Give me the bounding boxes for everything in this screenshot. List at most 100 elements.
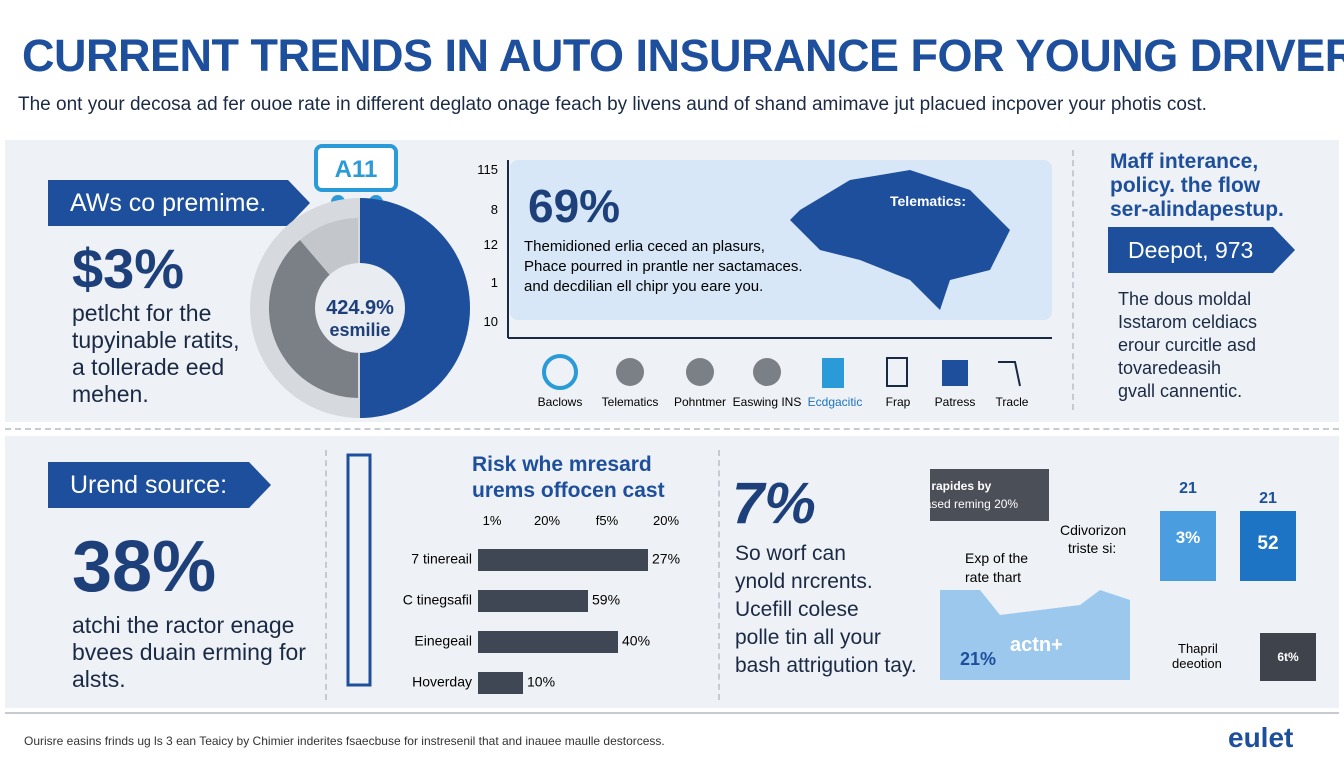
- center-value: 424.9%: [326, 297, 394, 319]
- row-label: C tinegsafil: [403, 592, 472, 608]
- bar-value: 52: [1257, 533, 1278, 554]
- line: erour curcitle asd: [1118, 335, 1257, 355]
- icon-label: Telematics: [602, 395, 659, 409]
- tick: 10: [484, 314, 498, 329]
- map: [790, 170, 1010, 310]
- label: Cdivorizon: [1060, 522, 1126, 538]
- divider: [5, 712, 1339, 714]
- divider: [5, 428, 1339, 430]
- tick: 12: [484, 237, 498, 252]
- line: tupyinable ratits,: [72, 327, 240, 353]
- icon: [686, 358, 714, 386]
- footnote: Ourisre easins frinds ug ls 3 ean Teaicy…: [24, 734, 665, 748]
- bar-value: 3%: [1176, 528, 1201, 547]
- row-label: 7 tinereail: [411, 551, 472, 567]
- icon-label: Ecdgacitic: [808, 395, 863, 409]
- icons: [542, 354, 1021, 390]
- tick: 115: [477, 162, 498, 177]
- title: urems offocen cast: [472, 479, 665, 502]
- icon-label: Pohntmer: [674, 395, 726, 409]
- line: alsts.: [72, 666, 126, 692]
- line: polle tin all your: [735, 626, 881, 649]
- icon-label: Frap: [886, 395, 911, 409]
- line: ynold nrcrents.: [735, 570, 873, 593]
- action: actn+: [1010, 634, 1063, 656]
- icon: [542, 354, 578, 390]
- line: atchi the ractor enage: [72, 612, 295, 638]
- line: Maff interance,: [1110, 150, 1259, 173]
- callout: lialoeg based reming 20%: [930, 497, 1018, 511]
- line: bash attrigution tay.: [735, 654, 917, 677]
- icon: [616, 358, 644, 386]
- icon-label: Patress: [935, 395, 976, 409]
- icon: [942, 360, 968, 386]
- stat: $3%: [72, 237, 185, 300]
- telematics-chart: 115 8 12 1 10 69% Themidioned erlia cece…: [477, 160, 1052, 409]
- stat: 38%: [72, 527, 217, 607]
- stat: 7%: [732, 471, 816, 536]
- line: The dous moldal: [1118, 289, 1252, 309]
- donut: A11 424.9% esmilie: [250, 144, 470, 418]
- divider: [325, 450, 327, 700]
- line: mehen.: [72, 381, 149, 407]
- value: 6t%: [1277, 650, 1299, 664]
- text: The dous moldal Isstarom celdiacs erour …: [1118, 288, 1257, 403]
- axis-label: 20%: [653, 513, 679, 528]
- heading: Maff interance, policy. the flow ser-ali…: [1110, 150, 1284, 222]
- row-value: 59%: [592, 592, 620, 608]
- row-value: 27%: [652, 551, 680, 567]
- row-label: Einegeail: [414, 633, 472, 649]
- label: rate thart: [965, 569, 1021, 585]
- line: Phace pourred in prantle ner sactamaces.: [524, 258, 803, 275]
- callout-box: [930, 469, 1049, 521]
- bar: [1160, 511, 1216, 581]
- stat: 69%: [528, 180, 620, 232]
- line: and decdilian ell chipr you eare you.: [524, 278, 763, 295]
- map-label: Telematics:: [890, 193, 966, 209]
- label: Exp of the: [965, 550, 1028, 566]
- segment: [362, 218, 452, 398]
- title: Risk whe mresard: [472, 453, 652, 476]
- divider: [718, 450, 720, 700]
- line: ser-alindapestup.: [1110, 198, 1284, 221]
- badge-box: [314, 144, 398, 192]
- bar: [1240, 511, 1296, 581]
- value: 21%: [960, 649, 996, 669]
- line: Themidioned erlia ceced an plasurs,: [524, 238, 765, 255]
- icon-label: Easwing INS: [733, 395, 802, 409]
- row-value: 10%: [527, 674, 555, 690]
- row-label: Hoverday: [412, 674, 472, 690]
- text: petlcht for the tupyinable ratits, a tol…: [72, 300, 239, 408]
- bar: [478, 590, 588, 612]
- divider: [1072, 150, 1074, 410]
- banner: Deepot, 973: [1085, 227, 1296, 273]
- line: petlcht for the: [72, 300, 212, 326]
- line: So worf can: [735, 542, 846, 565]
- tick: 8: [491, 202, 498, 217]
- line: a tollerade eed: [72, 354, 225, 380]
- row-value: 40%: [622, 633, 650, 649]
- icon: [753, 358, 781, 386]
- diagram: Not cofs rapides by lialoeg based reming…: [930, 469, 1316, 681]
- bar: [478, 549, 648, 571]
- axis-label: f5%: [596, 513, 619, 528]
- rows: 7 tinereail 27% C tinegsafil 59% Einegeail 40…: [403, 549, 680, 694]
- icon-label: Tracle: [996, 395, 1029, 409]
- bar-top: 21: [1179, 480, 1197, 497]
- line: Ucefill colese: [735, 598, 859, 621]
- axis-label: 1%: [483, 513, 502, 528]
- line: tovaredeasih: [1118, 358, 1222, 378]
- label: triste si:: [1068, 540, 1116, 556]
- line: Isstarom celdiacs: [1118, 312, 1258, 332]
- icon: [822, 358, 844, 388]
- segment: [268, 240, 358, 398]
- tick: 1: [491, 275, 498, 290]
- risk-chart: Risk whe mresard urems offocen cast 1% 2…: [346, 453, 680, 694]
- label: deeotion: [1172, 656, 1222, 671]
- badge: A11: [335, 156, 378, 183]
- line: bvees duain erming for: [72, 639, 306, 665]
- banner: Urend source:: [25, 462, 272, 508]
- subtitle: The ont your decosa ad fer ouoe rate in …: [18, 94, 1207, 115]
- bar: [478, 631, 618, 653]
